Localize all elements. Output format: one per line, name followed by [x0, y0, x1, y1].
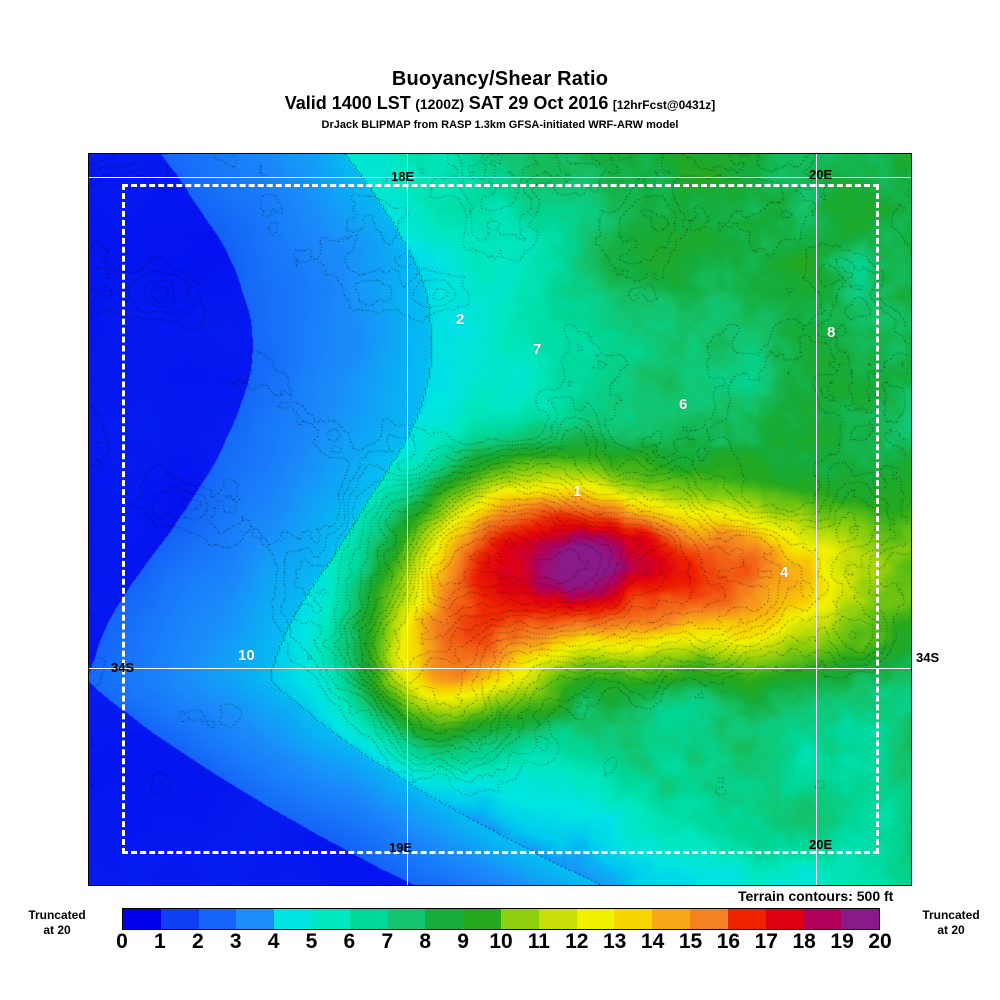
- colorbar-swatches: [122, 908, 880, 930]
- domain-boundary-box: [122, 184, 879, 854]
- colorbar-tick: 19: [830, 930, 854, 953]
- graticule-label: 34S: [111, 660, 135, 675]
- colorbar-bin: [576, 909, 615, 929]
- waypoint-marker-4[interactable]: 4: [780, 564, 789, 581]
- colorbar-bin: [425, 909, 464, 929]
- waypoint-marker-1[interactable]: 1: [573, 483, 582, 500]
- colorbar-tick: 18: [792, 930, 816, 953]
- colorbar-tick: 12: [565, 930, 589, 953]
- valid-date: SAT 29 Oct 2016: [468, 93, 609, 113]
- title-block: Buoyancy/Shear Ratio Valid 1400 LST (120…: [0, 0, 1000, 132]
- graticule-lat-mid: [89, 668, 911, 669]
- map-frame[interactable]: 18E 20E 19E 20E 34S 2 7 8 6 1 4 10: [88, 153, 912, 886]
- model-credit: DrJack BLIPMAP from RASP 1.3km GFSA-init…: [321, 119, 679, 131]
- colorbar-bin: [123, 909, 161, 929]
- truncated-left-line1: Truncated: [28, 908, 86, 922]
- graticule-label: 19E: [389, 840, 413, 855]
- truncated-note-left: Truncated at 20: [14, 908, 100, 938]
- colorbar-tick: 1: [154, 930, 166, 953]
- colorbar-bin: [387, 909, 426, 929]
- valid-time-utc: (1200Z): [415, 96, 465, 112]
- colorbar-bin: [652, 909, 690, 929]
- forecast-tag: [12hrFcst@0431z]: [612, 98, 716, 112]
- waypoint-marker-8[interactable]: 8: [827, 324, 836, 341]
- graticule-lat-34s: [89, 177, 911, 178]
- colorbar-bin: [538, 909, 577, 929]
- colorbar-bin: [311, 909, 350, 929]
- valid-time-main: Valid 1400 LST: [284, 93, 411, 113]
- colorbar-tick: 10: [489, 930, 513, 953]
- colorbar-bin: [765, 909, 804, 929]
- waypoint-marker-6[interactable]: 6: [679, 396, 688, 413]
- colorbar-tick: 3: [229, 930, 242, 953]
- graticule-lon-18e: [407, 154, 408, 885]
- colorbar-tick: 14: [640, 930, 665, 953]
- colorbar-bin: [198, 909, 237, 929]
- colorbar-tick: 17: [754, 930, 778, 953]
- colorbar-tick: 2: [191, 930, 204, 953]
- truncated-right-line2: at 20: [937, 923, 965, 937]
- colorbar-tick: 9: [457, 930, 469, 953]
- waypoint-marker-7[interactable]: 7: [533, 341, 542, 358]
- colorbar-bin: [841, 909, 879, 929]
- waypoint-marker-10[interactable]: 10: [238, 647, 255, 664]
- graticule-label: 20E: [809, 167, 833, 182]
- colorbar-bin: [500, 909, 539, 929]
- graticule-lon-20e: [816, 154, 817, 885]
- colorbar-tick: 11: [527, 930, 550, 953]
- colorbar-bin: [236, 909, 275, 929]
- page-title: Buoyancy/Shear Ratio: [391, 68, 609, 90]
- colorbar-tick: 16: [716, 930, 741, 953]
- colorbar-bin: [727, 909, 766, 929]
- colorbar-bin: [349, 909, 388, 929]
- latitude-label-right: 34S: [916, 650, 940, 665]
- colorbar-tick: 7: [381, 930, 394, 953]
- truncated-left-line2: at 20: [43, 923, 71, 937]
- colorbar-bin: [803, 909, 842, 929]
- colorbar-bin: [689, 909, 728, 929]
- colorbar-bin: [160, 909, 199, 929]
- map-raster: [89, 154, 911, 885]
- colorbar[interactable]: [122, 908, 880, 930]
- colorbar-tick-labels: 0 1 2 3 4 5 6 7 8 9 10 11 12 13 14 15 16 17 18 19 20: [104, 930, 898, 956]
- colorbar-bin: [274, 909, 312, 929]
- waypoint-marker-2[interactable]: 2: [456, 311, 465, 328]
- terrain-contour-note: Terrain contours: 500 ft: [738, 888, 894, 904]
- colorbar-tick: 13: [603, 930, 627, 953]
- truncated-right-line1: Truncated: [922, 908, 980, 922]
- colorbar-tick: 15: [678, 930, 703, 953]
- colorbar-bin: [463, 909, 501, 929]
- colorbar-tick: 5: [305, 930, 318, 953]
- colorbar-tick: 20: [868, 930, 892, 953]
- colorbar-tick: 4: [267, 930, 280, 953]
- truncated-note-right: Truncated at 20: [908, 908, 994, 938]
- colorbar-bin: [614, 909, 653, 929]
- valid-time-line: Valid 1400 LST (1200Z) SAT 29 Oct 2016 […: [0, 93, 1000, 116]
- graticule-label: 18E: [391, 169, 415, 184]
- colorbar-tick: 6: [343, 930, 356, 953]
- graticule-label: 20E: [809, 837, 833, 852]
- colorbar-tick: 8: [419, 930, 432, 953]
- colorbar-tick: 0: [116, 930, 128, 953]
